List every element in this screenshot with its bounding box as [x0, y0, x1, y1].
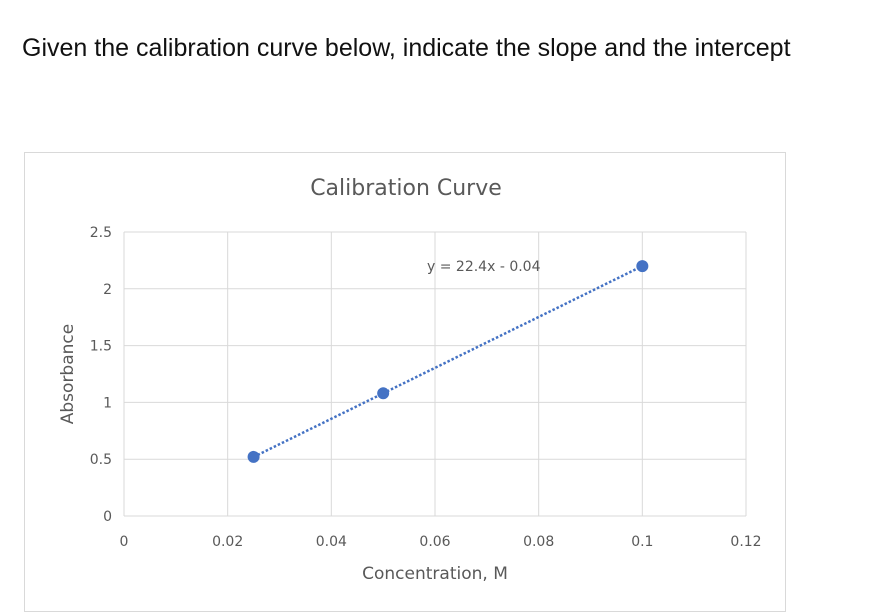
- x-tick-label: 0: [120, 534, 129, 550]
- x-tick-label: 0.1: [631, 534, 653, 550]
- x-axis-label: Concentration, M: [362, 564, 508, 584]
- calibration-chart: Calibration Curve Concentration, M Absor…: [58, 176, 762, 584]
- chart-title: Calibration Curve: [310, 176, 502, 201]
- y-tick-label: 1: [103, 395, 112, 411]
- x-tick-label: 0.06: [419, 534, 450, 550]
- x-tick-label: 0.02: [212, 534, 243, 550]
- y-tick-label: 0.5: [90, 452, 112, 468]
- data-point: [636, 260, 649, 273]
- y-tick-label: 2: [103, 282, 112, 298]
- trendline: [253, 264, 643, 459]
- x-tick-label: 0.12: [730, 534, 761, 550]
- y-tick-label: 1.5: [90, 339, 112, 355]
- x-tick-label: 0.08: [523, 534, 554, 550]
- y-tick-label: 2.5: [90, 225, 112, 241]
- trendline-equation: y = 22.4x - 0.04: [427, 259, 541, 275]
- y-tick-label: 0: [103, 509, 112, 525]
- y-axis-label: Absorbance: [58, 324, 78, 424]
- data-point: [377, 387, 390, 400]
- chart-area: Calibration Curve Concentration, M Absor…: [24, 152, 786, 612]
- x-tick-label: 0.04: [316, 534, 347, 550]
- data-point: [247, 450, 260, 463]
- question-text: Given the calibration curve below, indic…: [22, 34, 791, 62]
